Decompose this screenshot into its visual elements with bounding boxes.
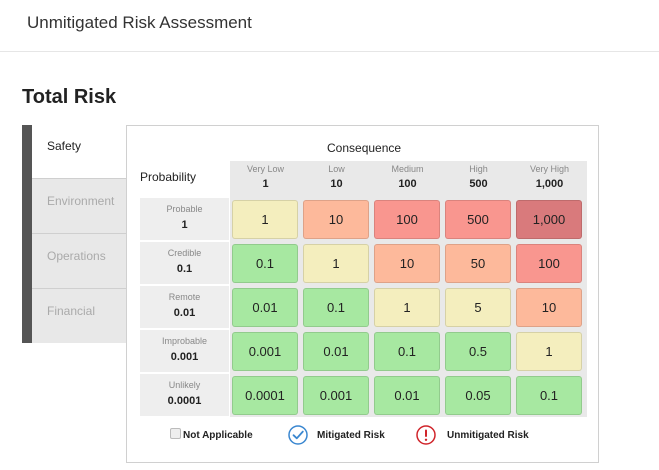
risk-cell[interactable]: 100 <box>374 200 440 239</box>
row-header: Improbable 0.001 <box>140 330 229 372</box>
column-header-label: Very Low <box>246 164 285 174</box>
tab-operations[interactable]: Operations <box>32 235 128 289</box>
check-circle-icon <box>288 425 308 445</box>
risk-cell[interactable]: 50 <box>445 244 511 283</box>
row-header: Credible 0.1 <box>140 242 229 284</box>
column-header: Medium 100 <box>373 161 442 196</box>
column-header-label: Very High <box>529 164 570 174</box>
legend-mitigated-label: Mitigated Risk <box>317 430 385 441</box>
probability-label: Probability <box>140 170 197 184</box>
column-header-value: 100 <box>398 178 417 190</box>
risk-cell[interactable]: 1 <box>374 288 440 327</box>
risk-cell[interactable]: 0.001 <box>232 332 298 371</box>
risk-cell[interactable]: 0.0001 <box>232 376 298 415</box>
legend-not-applicable-label: Not Applicable <box>183 430 253 441</box>
risk-cell[interactable]: 1 <box>232 200 298 239</box>
row-header: Probable 1 <box>140 198 229 240</box>
risk-cell[interactable]: 0.1 <box>232 244 298 283</box>
risk-cell[interactable]: 500 <box>445 200 511 239</box>
row-header-label: Remote <box>168 292 201 302</box>
legend-unmitigated-label: Unmitigated Risk <box>447 430 529 441</box>
page-title: Unmitigated Risk Assessment <box>27 13 252 32</box>
not-applicable-checkbox[interactable] <box>170 428 181 439</box>
row-header: Unlikely 0.0001 <box>140 374 229 416</box>
column-header-value: 10 <box>330 178 343 190</box>
tab-environment[interactable]: Environment <box>32 180 128 234</box>
risk-cell[interactable]: 10 <box>303 200 369 239</box>
column-header-label: Medium <box>391 164 424 174</box>
risk-cell[interactable]: 0.05 <box>445 376 511 415</box>
column-header-value: 500 <box>469 178 488 190</box>
risk-cell[interactable]: 0.01 <box>303 332 369 371</box>
risk-cell[interactable]: 0.001 <box>303 376 369 415</box>
row-header: Remote 0.01 <box>140 286 229 328</box>
column-header: Very High 1,000 <box>515 161 584 196</box>
row-header-value: 0.01 <box>173 307 196 319</box>
column-header-label: Low <box>328 164 345 174</box>
row-header-label: Improbable <box>161 336 208 346</box>
risk-cell[interactable]: 0.1 <box>374 332 440 371</box>
risk-cell[interactable]: 100 <box>516 244 582 283</box>
risk-cell[interactable]: 1,000 <box>516 200 582 239</box>
consequence-label: Consequence <box>327 141 402 155</box>
page-header: Unmitigated Risk Assessment <box>0 0 659 52</box>
risk-cell[interactable]: 5 <box>445 288 511 327</box>
row-header-value: 0.001 <box>170 351 199 363</box>
row-header-value: 1 <box>181 219 188 231</box>
column-header: Very Low 1 <box>231 161 300 196</box>
tab-safety[interactable]: Safety <box>32 125 128 179</box>
risk-cell[interactable]: 1 <box>516 332 582 371</box>
column-header-value: 1 <box>262 178 269 190</box>
column-header-value: 1,000 <box>535 178 564 190</box>
risk-cell[interactable]: 10 <box>374 244 440 283</box>
exclamation-circle-icon <box>416 425 436 445</box>
row-header-label: Unlikely <box>168 380 201 390</box>
risk-cell[interactable]: 0.1 <box>516 376 582 415</box>
risk-cell[interactable]: 0.01 <box>232 288 298 327</box>
tab-financial[interactable]: Financial <box>47 304 96 318</box>
column-header-label: High <box>469 164 488 174</box>
row-header-value: 0.0001 <box>167 395 202 407</box>
risk-cell[interactable]: 10 <box>516 288 582 327</box>
row-header-value: 0.1 <box>176 263 193 275</box>
risk-cell[interactable]: 0.5 <box>445 332 511 371</box>
row-header-label: Credible <box>167 248 202 258</box>
category-tabs: Safety Environment Operations Financial <box>22 125 128 343</box>
row-header-label: Probable <box>166 204 203 214</box>
section-title: Total Risk <box>22 86 117 108</box>
risk-cell[interactable]: 0.1 <box>303 288 369 327</box>
column-header: Low 10 <box>302 161 371 196</box>
risk-cell[interactable]: 0.01 <box>374 376 440 415</box>
risk-cell[interactable]: 1 <box>303 244 369 283</box>
column-header: High 500 <box>444 161 513 196</box>
risk-matrix-panel: Consequence Probability Very Low 1 Low 10 Me… <box>126 125 599 463</box>
